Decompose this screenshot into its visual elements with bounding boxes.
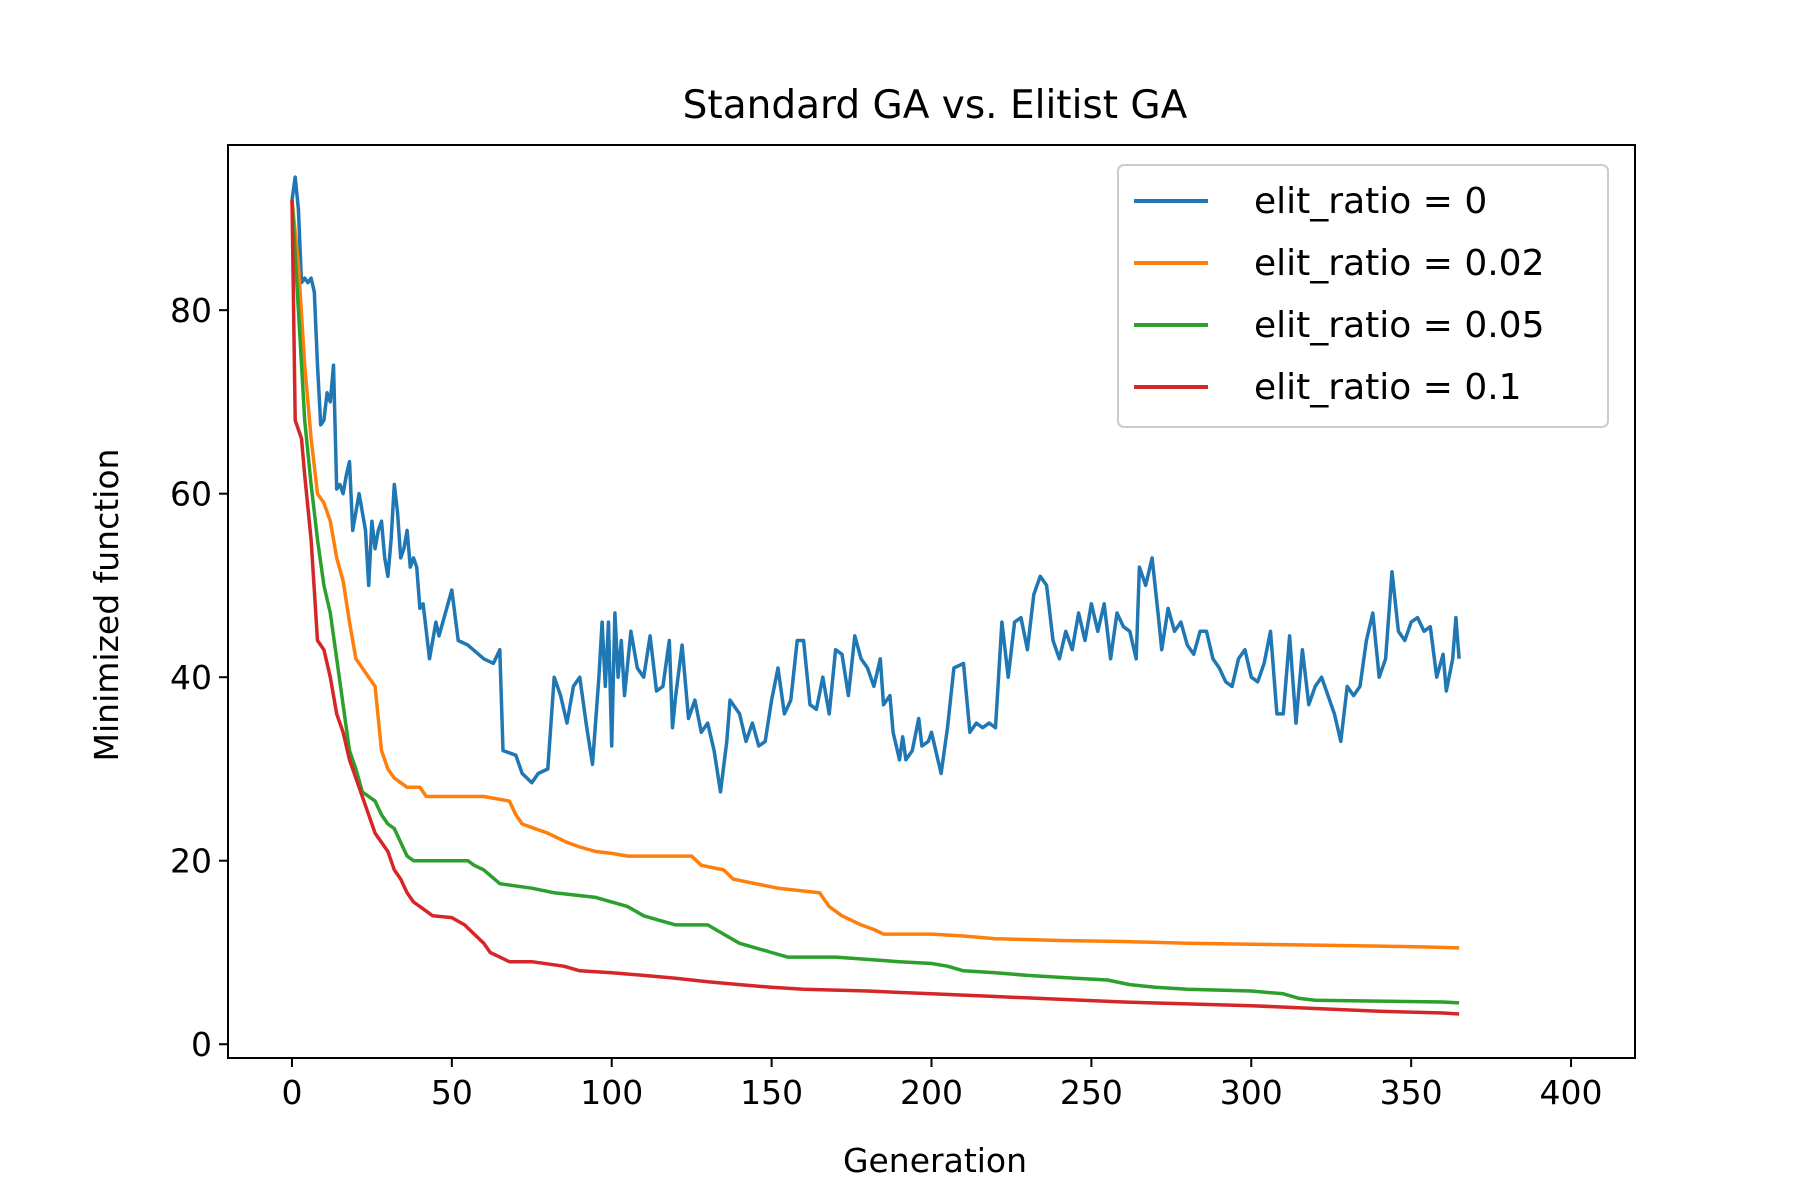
ticks-layer: 0 50 100 150 200 250 300 350 400 0 20 40 60 80 bbox=[170, 291, 1603, 1112]
y-tick-label: 80 bbox=[170, 291, 212, 330]
x-tick-label: 200 bbox=[900, 1073, 963, 1112]
x-tick-label: 400 bbox=[1540, 1073, 1603, 1112]
axes-frame bbox=[227, 144, 1636, 1059]
legend-box bbox=[1117, 164, 1609, 428]
series-line-3 bbox=[290, 200, 1460, 1016]
series-line-2 bbox=[290, 199, 1460, 1005]
y-tick-label: 40 bbox=[170, 658, 212, 697]
legend: elit_ratio = 0 elit_ratio = 0.02 elit_rati… bbox=[1117, 164, 1609, 428]
y-tick-label: 60 bbox=[170, 475, 212, 514]
x-tick-label: 100 bbox=[580, 1073, 643, 1112]
legend-label: elit_ratio = 0 bbox=[1254, 181, 1487, 222]
x-tick-label: 0 bbox=[281, 1073, 302, 1112]
y-axis-label: Minimized function bbox=[87, 449, 126, 762]
x-tick-label: 50 bbox=[431, 1073, 473, 1112]
legend-label: elit_ratio = 0.02 bbox=[1254, 243, 1544, 284]
series-line-0 bbox=[290, 175, 1461, 794]
plot-layer bbox=[290, 175, 1461, 1016]
chart-title: Standard GA vs. Elitist GA bbox=[683, 83, 1188, 128]
y-tick-label: 0 bbox=[191, 1025, 212, 1064]
x-tick-label: 150 bbox=[740, 1073, 803, 1112]
x-axis-label: Generation bbox=[843, 1141, 1027, 1180]
x-tick-label: 250 bbox=[1060, 1073, 1123, 1112]
series-line-1 bbox=[290, 199, 1460, 950]
x-tick-label: 300 bbox=[1220, 1073, 1283, 1112]
y-tick-label: 20 bbox=[170, 842, 212, 881]
legend-label: elit_ratio = 0.05 bbox=[1254, 305, 1544, 346]
legend-label: elit_ratio = 0.1 bbox=[1254, 367, 1522, 408]
x-tick-label: 350 bbox=[1380, 1073, 1443, 1112]
